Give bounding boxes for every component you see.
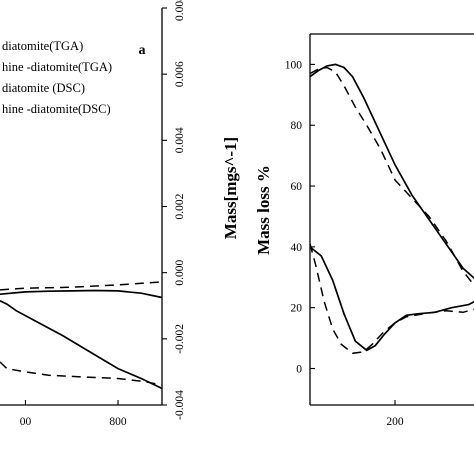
panel-a-y-tick-label: 0.002 bbox=[174, 193, 186, 219]
panel-a-legend-entry-1: diatomite(TGA) bbox=[2, 39, 83, 53]
panel-a-y-tick-label: 0.008 bbox=[174, 0, 186, 21]
panel-b-y-tick-label: 20 bbox=[291, 303, 303, 315]
panel-b-series bbox=[309, 63, 474, 355]
panel-a-legend-entry-2: hine -diatomite(TGA) bbox=[2, 60, 112, 74]
panel-b-x-tick-label: 200 bbox=[386, 416, 404, 428]
panel-b-axes: 0 20 40 60 80 100 200 bbox=[285, 33, 474, 428]
panel-a-series-line-4 bbox=[0, 361, 163, 386]
panel-b-y-tick-label: 100 bbox=[285, 59, 303, 71]
panel-a-y-tick-label: -0.004 bbox=[174, 390, 186, 420]
panel-b-y-axis-title: Mass loss % bbox=[254, 165, 273, 255]
panel-b-y-tick-label: 40 bbox=[291, 242, 303, 254]
panel-a-label: a bbox=[139, 43, 146, 58]
panel-b-series-line-2 bbox=[309, 66, 474, 287]
panel-a-series-line-3 bbox=[0, 281, 163, 291]
panel-a-right-y-axis-title: Mass[mgs^-1] bbox=[221, 137, 240, 239]
chart-panel-a: 00 800 0.008 0.006 0.004 0.002 0.000 -0.002 -0.0… bbox=[0, 0, 240, 428]
panel-a-y-tick-label: -0.002 bbox=[174, 324, 186, 354]
panel-a-y-tick-label: 0.004 bbox=[174, 127, 186, 153]
panel-a-series bbox=[0, 281, 163, 390]
panel-a-axes: 00 800 0.008 0.006 0.004 0.002 0.000 -0.002 -0.0… bbox=[0, 0, 186, 428]
panel-b-series-line-1 bbox=[309, 63, 474, 280]
panel-a-y-tick-label: 0.000 bbox=[174, 259, 186, 285]
chart-panel-b: 0 20 40 60 80 100 200 Mass loss % bbox=[254, 33, 474, 428]
panel-b-series-line-4 bbox=[309, 243, 474, 355]
panel-a-series-line-2 bbox=[0, 300, 163, 390]
panel-b-y-tick-label: 0 bbox=[296, 364, 302, 376]
panel-a-legend: diatomite(TGA) hine -diatomite(TGA) diatom… bbox=[2, 39, 112, 116]
panel-b-series-line-3 bbox=[309, 246, 474, 352]
panel-a-x-tick-label: 00 bbox=[20, 416, 32, 428]
panel-b-y-tick-label: 80 bbox=[291, 120, 303, 132]
panel-a-legend-entry-4: hine -diatomite(DSC) bbox=[2, 102, 111, 116]
panel-a-y-tick-label: 0.006 bbox=[174, 61, 186, 87]
panel-b-y-tick-label: 60 bbox=[291, 181, 303, 193]
panel-a-series-line-1 bbox=[0, 289, 163, 299]
panel-a-x-tick-label: 800 bbox=[109, 416, 127, 428]
panel-a-legend-entry-3: diatomite (DSC) bbox=[2, 81, 85, 95]
